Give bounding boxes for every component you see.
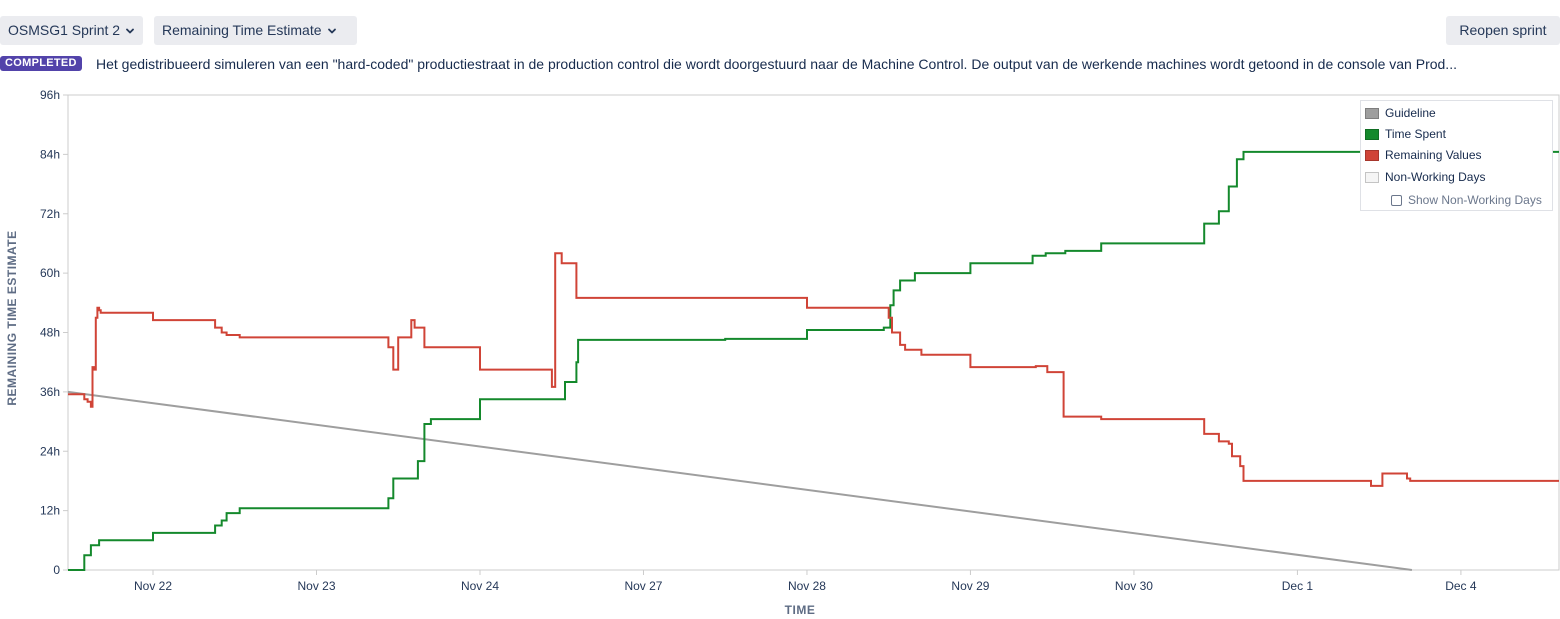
legend-label: Non-Working Days	[1385, 170, 1486, 184]
x-tick-label: Nov 22	[134, 579, 172, 593]
sprint-select[interactable]: OSMSG1 Sprint 2	[0, 16, 143, 45]
reopen-sprint-button[interactable]: Reopen sprint	[1446, 16, 1560, 45]
x-axis-title: TIME	[785, 603, 816, 617]
remaining-swatch	[1365, 150, 1379, 162]
legend-label: Time Spent	[1385, 127, 1446, 141]
legend-item-time-spent[interactable]: Time Spent	[1365, 125, 1446, 143]
legend-label: Remaining Values	[1385, 148, 1482, 162]
chevron-down-icon	[327, 28, 336, 34]
guidelineline	[67, 390, 1413, 571]
y-tick-label: 84h	[40, 147, 60, 161]
y-tick-label: 0	[53, 563, 60, 577]
plot-area	[67, 94, 1560, 571]
report-type-label: Remaining Time Estimate	[162, 22, 322, 38]
x-tick-label: Nov 23	[297, 579, 335, 593]
x-tick-label: Nov 30	[1115, 579, 1153, 593]
x-tick-label: Dec 4	[1445, 579, 1477, 593]
guideline-swatch	[1365, 108, 1379, 120]
legend-label: Guideline	[1385, 106, 1436, 120]
x-tick-label: Nov 29	[951, 579, 989, 593]
series-layer	[67, 150, 1559, 571]
toggle-label: Show Non-Working Days	[1408, 193, 1542, 207]
x-tick-label: Nov 27	[624, 579, 662, 593]
legend-item-guideline[interactable]: Guideline	[1365, 104, 1436, 122]
y-tick-label: 60h	[40, 266, 60, 280]
show-non-working-days-toggle[interactable]: Show Non-Working Days	[1391, 191, 1542, 209]
y-tick-label: 36h	[40, 385, 60, 399]
time-spentline	[68, 150, 1559, 571]
sprint-select-label: OSMSG1 Sprint 2	[8, 22, 121, 38]
non-working-swatch	[1365, 172, 1379, 184]
y-tick-label: 12h	[40, 504, 60, 518]
y-tick-label: 48h	[40, 326, 60, 340]
x-axis: Nov 22 Nov 23 Nov 24 Nov 27 Nov 28 Nov 29 Nov …	[134, 570, 1477, 593]
checkbox-icon[interactable]	[1391, 195, 1402, 207]
status-badge: COMPLETED	[0, 56, 82, 71]
y-axis: 0 12h 24h 36h 48h 60h 72h 84h 96h	[40, 88, 68, 577]
remaining-valuesline	[68, 252, 1559, 487]
chart-legend: Guideline Time Spent Remaining Values No…	[1360, 100, 1553, 211]
legend-item-remaining[interactable]: Remaining Values	[1365, 146, 1482, 164]
x-tick-label: Dec 1	[1282, 579, 1314, 593]
time-spent-swatch	[1365, 129, 1379, 141]
x-tick-label: Nov 24	[461, 579, 499, 593]
legend-item-non-working-days[interactable]: Non-Working Days	[1365, 168, 1485, 186]
chevron-down-icon	[126, 28, 134, 34]
y-tick-label: 72h	[40, 207, 60, 221]
y-tick-label: 24h	[40, 444, 60, 458]
y-tick-label: 96h	[40, 88, 60, 102]
x-tick-label: Nov 28	[788, 579, 826, 593]
report-type-select[interactable]: Remaining Time Estimate	[154, 16, 357, 45]
y-axis-title: REMAINING TIME ESTIMATE	[5, 230, 19, 405]
